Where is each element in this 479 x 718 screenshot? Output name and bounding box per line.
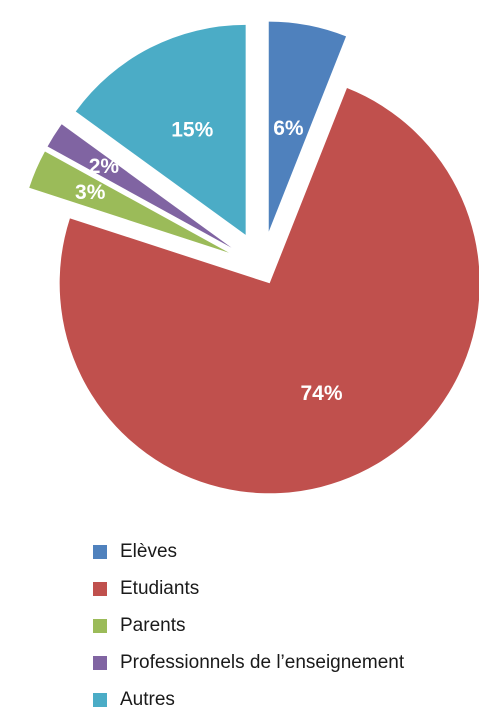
legend-item: Professionnels de l’enseignement — [93, 644, 404, 681]
slice-value-label: 3% — [75, 181, 106, 204]
legend-swatch — [93, 618, 107, 633]
legend: Elèves Etudiants Parents Professionnels de … — [93, 533, 404, 718]
legend-item: Autres — [93, 681, 404, 718]
slice-labels: 6% 74% 3% 2% 15% — [75, 117, 343, 405]
legend-item: Etudiants — [93, 570, 404, 607]
pie-slice — [75, 24, 246, 235]
slice-value-label: 74% — [301, 382, 343, 405]
pie-slice — [29, 151, 229, 253]
legend-label: Autres — [120, 688, 175, 710]
legend-label: Elèves — [120, 540, 178, 562]
legend-label: Professionnels de l’enseignement — [120, 651, 405, 673]
slice-value-label: 15% — [171, 119, 213, 142]
legend-label: Parents — [120, 614, 186, 636]
legend-item: Parents — [93, 607, 404, 644]
legend-swatch — [93, 655, 107, 670]
pie-slice — [47, 124, 232, 248]
pie-chart: 6% 74% 3% 2% 15% — [29, 21, 479, 494]
pie-slice — [59, 88, 479, 494]
legend-swatch — [93, 692, 107, 707]
pie-slices — [29, 21, 479, 494]
pie-slice — [268, 21, 347, 232]
legend-item: Elèves — [93, 533, 404, 570]
slice-value-label: 2% — [89, 155, 120, 178]
legend-swatch — [93, 581, 107, 596]
slice-value-label: 6% — [273, 117, 304, 140]
legend-swatch — [93, 544, 107, 559]
legend-label: Etudiants — [120, 577, 200, 599]
